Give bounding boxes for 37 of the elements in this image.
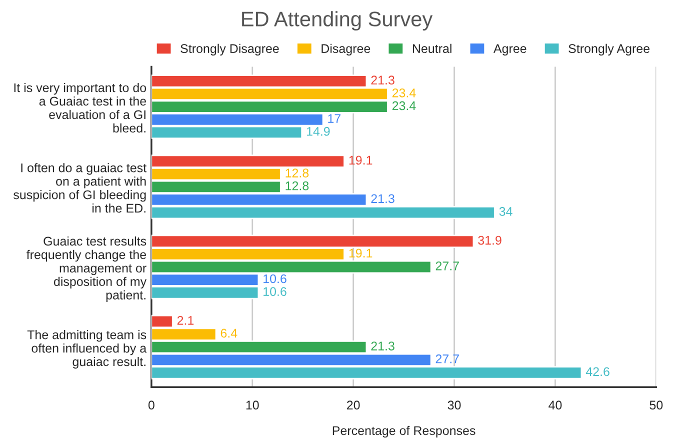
legend-label: Agree xyxy=(493,44,526,56)
data-label: 12.8 xyxy=(286,168,309,178)
data-label: 21.3 xyxy=(371,76,394,85)
data-label: 21.3 xyxy=(371,194,394,204)
data-label: 2.1 xyxy=(177,316,194,325)
data-label: 6.4 xyxy=(220,328,238,338)
y-tick-label: Guaiac test results frequently change the management or disposition of my patient. xyxy=(26,236,147,302)
x-tick-label: 0 xyxy=(148,400,154,410)
data-label: 31.9 xyxy=(478,236,502,245)
x-tick-label: 10 xyxy=(246,400,259,410)
data-label: 10.6 xyxy=(264,274,286,284)
legend-label: Neutral xyxy=(412,44,452,54)
data-label: 42.6 xyxy=(586,367,610,376)
data-label: 23.4 xyxy=(392,101,416,110)
data-label: 34 xyxy=(499,207,512,216)
x-axis-title: Percentage of Responses xyxy=(332,426,476,438)
x-tick-label: 20 xyxy=(347,400,360,410)
x-tick-label: 30 xyxy=(448,400,461,410)
y-tick-label: I often do a guaiac test on a patient with suspicion of GI bleeding in the ED. xyxy=(14,163,146,213)
legend-label: Strongly Disagree xyxy=(180,44,279,56)
data-label: 12.8 xyxy=(286,181,309,190)
chart-title: ED Attending Survey xyxy=(242,11,433,31)
data-label: 10.6 xyxy=(264,287,286,296)
x-tick-label: 50 xyxy=(650,400,663,410)
data-label: 27.7 xyxy=(436,262,459,270)
data-label: 23.4 xyxy=(392,88,416,98)
data-label: 19.1 xyxy=(349,248,372,258)
legend-label: Strongly Agree xyxy=(568,44,650,56)
x-tick-label: 40 xyxy=(548,400,562,410)
y-tick-label: The admitting team is often influenced by a guaiac result. xyxy=(27,330,147,369)
data-label: 14.9 xyxy=(306,126,330,136)
data-label: 27.7 xyxy=(436,354,459,364)
data-label: 21.3 xyxy=(371,342,394,350)
data-label: 19.1 xyxy=(349,156,372,165)
legend-label: Disagree xyxy=(322,44,370,56)
data-label: 17 xyxy=(328,114,340,123)
y-tick-label: It is very important to do a Guaiac test in the evaluation of a GI bleed. xyxy=(14,82,146,133)
